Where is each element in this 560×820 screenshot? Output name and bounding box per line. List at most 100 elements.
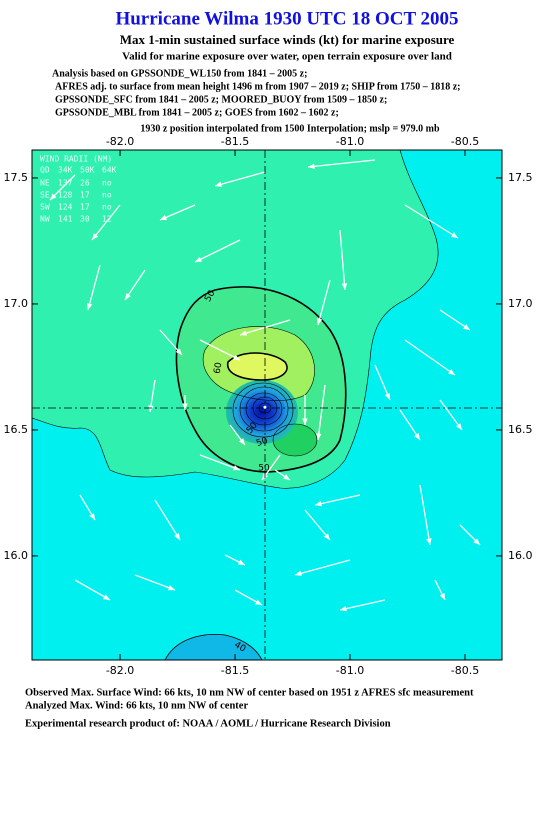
x-tick-label: -81.5 [221,664,249,677]
y-tick-label: 17.5 [4,171,29,184]
x-tick-label: -80.5 [451,135,479,148]
radii-cell: SW [40,203,50,212]
radii-title: WIND RADII (NM) [40,155,112,164]
contour-label: 50 [258,464,270,474]
wind-vector-head [295,570,302,576]
wind-vector [87,264,101,311]
wind-vector-head [50,193,57,200]
wind-vector [339,599,386,611]
wind-vector-head [160,214,167,220]
wind-vector-head [463,324,470,330]
y-tick-label: 17.0 [4,297,29,310]
wind-vector-head [174,533,180,540]
wind-vector-head [317,318,323,325]
wind-vector-head [384,393,390,400]
wind-vector [307,159,376,168]
plot-frame [31,149,503,661]
contour-64-fill [227,353,288,380]
radii-cell: NE [40,179,50,188]
radii-cell: NW [40,215,50,224]
wind-vector [317,279,331,326]
y-tick-label: 16.5 [4,423,29,436]
wind-vector-head [308,163,315,170]
x-tick-label: -82.0 [106,664,134,677]
wind-vector [214,171,266,187]
radii-cell: 30 [80,215,90,224]
wind-vectors [49,159,481,612]
subtitle: Max 1-min sustained surface winds (kt) f… [120,32,455,47]
wind-vector-head [233,354,240,360]
radii-header: 50K [80,166,95,175]
wind-vector-head [451,232,458,238]
y-tick-label: 16.5 [508,423,533,436]
wind-vector [317,384,326,441]
wind-vector [194,239,241,263]
x-tick-label: -81.5 [221,135,249,148]
radii-cell: 124 [58,203,73,212]
wind-vector-head [439,593,445,600]
wind-vector [304,509,331,541]
south-blob [164,634,263,660]
radii-cell: no [102,191,112,200]
wind-vector-head [323,533,330,540]
radii-cell: no [102,179,112,188]
footer-line: Observed Max. Surface Wind: 66 kts, 10 n… [25,687,474,698]
wind-vector-head [426,538,432,545]
radii-cell: 17 [80,203,90,212]
wind-vector-head [148,405,154,412]
wind-vector-head [240,330,247,336]
wind-vector-head [238,438,245,445]
wind-vector [74,579,111,601]
wind-vector-head [125,293,131,300]
wind-vector-head [182,403,188,410]
wind-vector-head [302,418,308,425]
analysis-line: GPSSONDE_MBL from 1841 – 2005 z; GOES fr… [55,107,339,118]
wind-vector [199,339,241,361]
x-tick-label: -81.0 [336,135,364,148]
radii-cell: SE [40,191,50,200]
wind-vector-head [414,433,420,440]
wind-vector-head [238,559,245,565]
y-tick-label: 16.0 [4,549,29,562]
wind-vector [339,229,346,291]
radii-cell: 141 [58,215,73,224]
y-tick-label: 17.5 [508,171,533,184]
wind-vector-head [448,369,455,375]
position-line: 1930 z position interpolated from 1500 I… [140,123,440,134]
wind-vector-head [316,433,322,440]
x-tick-label: -81.0 [336,664,364,677]
wind-vector-head [455,423,462,430]
radii-cell: 12 [102,215,112,224]
wind-vector [404,204,459,239]
wind-vector-head [473,538,480,545]
wind-vector-head [168,585,175,591]
radii-header: QD [40,166,50,175]
footer-line: Experimental research product of: NOAA /… [25,718,391,729]
radii-cell: no [102,203,112,212]
y-tick-label: 17.0 [508,297,533,310]
radii-cell: 26 [80,179,90,188]
x-tick-label: -82.0 [106,135,134,148]
y-tick-label: 16.0 [508,549,533,562]
wind-vector-head [315,500,322,507]
contour-label: 60 [213,361,225,374]
wind-vector [134,574,176,591]
wind-vector-head [175,348,182,355]
radii-cell: 137 [58,179,73,188]
wind-vector [314,494,361,506]
wind-vector [294,559,351,576]
analysis-line: GPSSONDE_SFC from 1841 – 2005 z; MOORED_… [55,94,387,105]
contour-label: 50 [255,436,269,449]
wind-vector [419,484,431,546]
title: Hurricane Wilma 1930 UTC 18 OCT 2005 [115,8,458,29]
x-tick-label: -80.5 [451,664,479,677]
wind-vector-head [215,181,222,187]
contour-64 [227,352,288,381]
wind-vector-head [103,594,110,600]
wind-vector [404,339,456,376]
wind-vector [154,499,181,541]
subtitle-2: Valid for marine exposure over water, op… [122,51,452,63]
wind-vector [91,204,121,241]
